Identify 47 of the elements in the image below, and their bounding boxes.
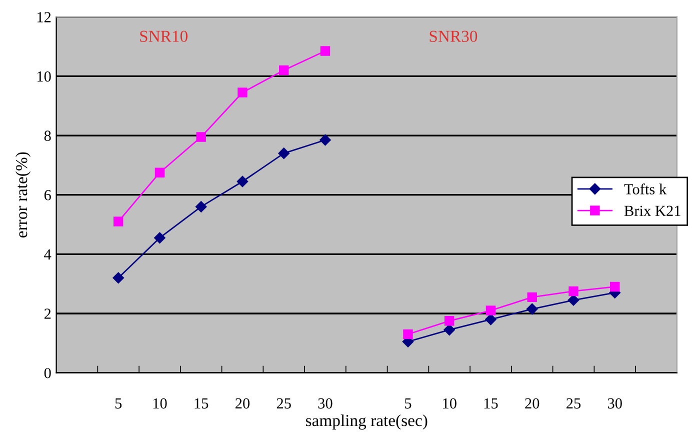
- y-tick-label: 2: [44, 308, 51, 319]
- point: [320, 46, 330, 56]
- x-tick-label: 25: [566, 398, 581, 409]
- point: [527, 292, 537, 302]
- point: [113, 216, 124, 226]
- point: [444, 316, 454, 326]
- point: [568, 286, 578, 296]
- point: [279, 65, 289, 76]
- point: [610, 282, 620, 292]
- annotation: SNR10: [140, 30, 188, 42]
- point: [485, 314, 496, 326]
- y-tick-label: 4: [44, 249, 52, 260]
- x-tick-label: 5: [115, 398, 122, 409]
- point: [403, 329, 413, 340]
- y-tick-label: 8: [44, 130, 51, 141]
- x-tick-label: 10: [443, 398, 456, 409]
- point: [154, 232, 166, 244]
- point: [238, 88, 248, 98]
- point: [112, 272, 124, 284]
- x-tick-label: 20: [236, 398, 250, 409]
- x-axis-title: sampling rate(sec): [306, 414, 428, 430]
- point: [444, 324, 455, 336]
- point: [154, 168, 165, 178]
- point: [196, 132, 206, 142]
- point: [320, 134, 331, 146]
- y-tick-label: 6: [44, 190, 51, 200]
- legend-label: Brix K21: [624, 206, 680, 216]
- x-tick-label: 25: [276, 398, 291, 409]
- y-tick-label: 10: [38, 71, 51, 82]
- x-tick-label: 10: [153, 398, 167, 409]
- x-tick-label: 15: [484, 398, 498, 409]
- point: [568, 294, 580, 306]
- x-tick-label: 30: [318, 398, 332, 409]
- point: [236, 176, 248, 188]
- y-tick-label: 12: [38, 12, 51, 22]
- point: [526, 303, 538, 315]
- x-tick-label: 30: [608, 398, 622, 409]
- y-axis-title: error rate(%): [15, 152, 31, 238]
- x-tick-label: 20: [525, 398, 540, 409]
- y-tick-label: 0: [44, 368, 51, 378]
- annotation: SNR30: [430, 30, 478, 42]
- x-tick-label: 15: [194, 398, 208, 409]
- x-tick-label: 5: [405, 398, 412, 409]
- point: [486, 306, 496, 316]
- point: [278, 148, 290, 159]
- legend-label: Tofts k: [624, 184, 667, 194]
- point: [196, 201, 207, 212]
